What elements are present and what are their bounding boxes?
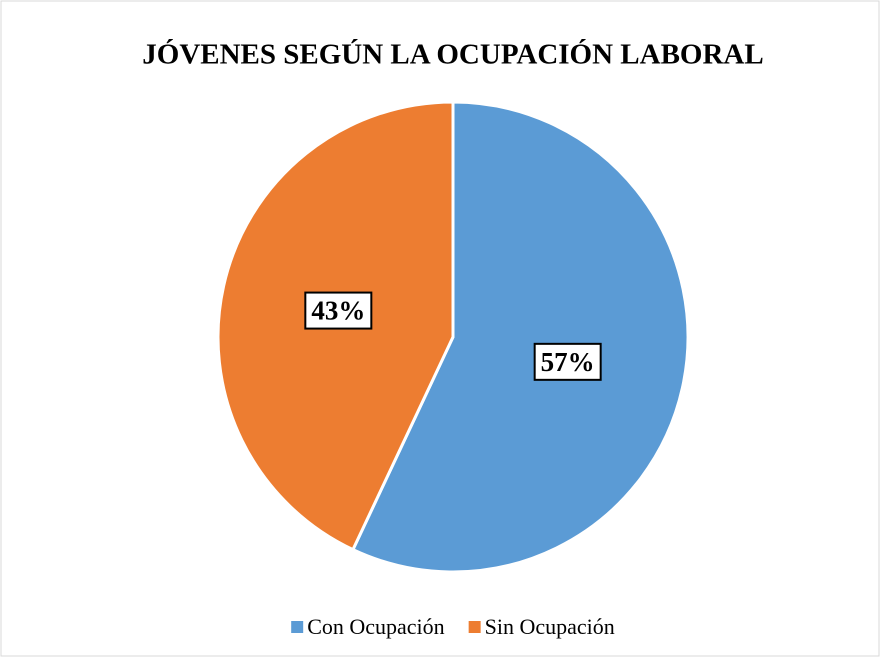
data-label-box [533,342,602,381]
legend-swatch [468,621,481,633]
chart-title: JÓVENES SEGÚN LA OCUPACIÓN LABORAL [142,38,763,71]
data-label: 57% [541,347,595,377]
pie-slice [350,100,690,574]
data-label: 43% [311,296,365,326]
data-label-box [304,291,373,330]
legend-label: Con Ocupación [307,614,444,639]
legend-label: Sin Ocupación [485,614,615,639]
legend-swatch [291,621,304,633]
